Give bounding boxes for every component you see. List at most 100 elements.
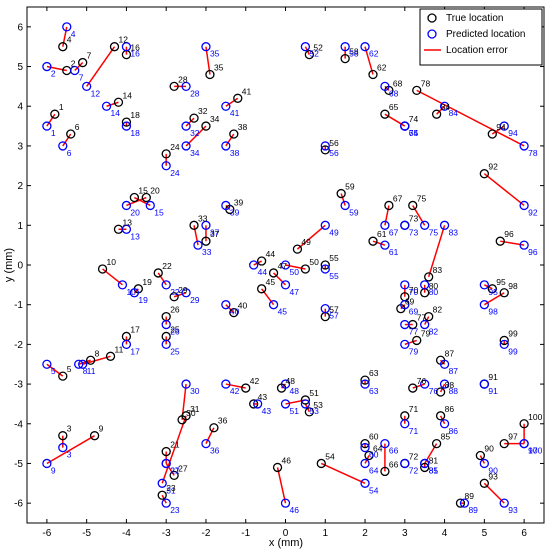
predicted-point bbox=[320, 304, 330, 314]
error-line bbox=[384, 205, 390, 226]
true-point bbox=[368, 69, 378, 80]
predicted-point bbox=[268, 300, 279, 310]
predicted-point-label: 38 bbox=[230, 148, 240, 158]
true-point bbox=[384, 200, 394, 211]
true-point-label: 77 bbox=[417, 313, 427, 323]
true-point bbox=[360, 438, 370, 449]
true-point bbox=[300, 395, 311, 405]
true-point-label: 26 bbox=[170, 305, 180, 315]
predicted-point bbox=[249, 260, 259, 270]
predicted-point bbox=[58, 442, 68, 453]
predicted-point-label: 87 bbox=[449, 366, 459, 376]
y-tick-label: -5 bbox=[14, 459, 23, 470]
true-point-label: 57 bbox=[329, 305, 339, 315]
predicted-point-label: 6 bbox=[67, 148, 72, 158]
true-point-label: 33 bbox=[198, 213, 208, 223]
true-point bbox=[85, 355, 96, 365]
predicted-point bbox=[201, 42, 211, 52]
error-line bbox=[193, 225, 199, 246]
true-point-label: 31 bbox=[190, 404, 200, 414]
predicted-point-label: 4 bbox=[71, 29, 76, 39]
predicted-point bbox=[300, 42, 311, 52]
error-line bbox=[320, 462, 366, 484]
predicted-point-label: 30 bbox=[190, 386, 200, 396]
error-line bbox=[225, 204, 231, 210]
true-point bbox=[320, 145, 330, 155]
true-point-label: 61 bbox=[377, 229, 387, 239]
x-tick-label: -5 bbox=[82, 528, 91, 539]
predicted-point-label: 34 bbox=[190, 148, 200, 158]
y-tick-label: 2 bbox=[17, 181, 23, 192]
predicted-point-label: 67 bbox=[389, 227, 399, 237]
true-point bbox=[241, 383, 251, 393]
true-point-label: 75 bbox=[417, 193, 427, 203]
true-point bbox=[121, 117, 132, 127]
predicted-point bbox=[42, 458, 52, 469]
predicted-point-label: 8 bbox=[83, 366, 88, 376]
predicted-point-label: 22 bbox=[170, 287, 180, 297]
error-line bbox=[161, 415, 187, 484]
error-line bbox=[416, 89, 525, 147]
true-point-label: 21 bbox=[170, 440, 180, 450]
predicted-point bbox=[280, 280, 291, 290]
true-point-label: 44 bbox=[266, 249, 276, 259]
true-point-label: 73 bbox=[409, 213, 419, 223]
true-point-label: 85 bbox=[441, 432, 451, 442]
predicted-point bbox=[400, 121, 410, 131]
predicted-point-label: 28 bbox=[190, 88, 200, 98]
true-point-label: 89 bbox=[464, 491, 474, 501]
true-point-label: 95 bbox=[496, 277, 506, 287]
predicted-point bbox=[121, 42, 132, 52]
true-point-label: 68 bbox=[393, 78, 403, 88]
predicted-point-label: 35 bbox=[210, 49, 220, 59]
true-point-label: 79 bbox=[421, 328, 431, 338]
predicted-point-label: 71 bbox=[409, 426, 419, 436]
predicted-point bbox=[221, 200, 231, 211]
predicted-point bbox=[42, 61, 52, 72]
predicted-point-label: 13 bbox=[130, 231, 140, 241]
true-point-label: 50 bbox=[309, 257, 319, 267]
true-point bbox=[209, 423, 219, 433]
true-point bbox=[412, 85, 422, 96]
predicted-point-label: 9 bbox=[51, 465, 56, 475]
true-point bbox=[109, 42, 120, 52]
predicted-point bbox=[181, 81, 191, 92]
predicted-point-label: 100 bbox=[528, 446, 542, 456]
true-point bbox=[380, 466, 390, 477]
true-point-label: 42 bbox=[250, 376, 260, 386]
y-tick-label: -3 bbox=[14, 380, 23, 391]
error-line bbox=[384, 85, 390, 91]
true-point-label: 74 bbox=[409, 114, 419, 124]
true-point-label: 99 bbox=[508, 328, 518, 338]
true-point bbox=[189, 220, 199, 230]
true-point-label: 91 bbox=[488, 372, 498, 382]
predicted-point bbox=[519, 141, 529, 151]
error-line bbox=[46, 113, 56, 127]
predicted-point bbox=[117, 280, 128, 290]
predicted-point-label: 69 bbox=[409, 307, 419, 317]
predicted-point-label: 60 bbox=[369, 450, 379, 460]
true-point bbox=[435, 411, 446, 421]
true-point-label: 1 bbox=[59, 102, 64, 112]
predicted-point bbox=[253, 399, 263, 409]
true-point bbox=[249, 399, 259, 409]
true-point bbox=[455, 498, 466, 508]
predicted-point-label: 18 bbox=[130, 128, 140, 138]
true-point bbox=[169, 470, 179, 481]
predicted-point-label: 89 bbox=[468, 505, 478, 515]
predicted-point-label: 82 bbox=[429, 327, 439, 337]
legend-true-marker bbox=[427, 13, 437, 23]
predicted-point bbox=[82, 81, 92, 92]
y-tick-label: 4 bbox=[17, 102, 23, 113]
error-line bbox=[404, 339, 417, 346]
error-line bbox=[205, 427, 215, 444]
predicted-point-label: 86 bbox=[449, 426, 459, 436]
predicted-point-label: 50 bbox=[290, 267, 300, 277]
x-axis-label: x (mm) bbox=[269, 537, 303, 549]
predicted-point-label: 97 bbox=[528, 446, 538, 456]
true-point-label: 67 bbox=[393, 193, 403, 203]
predicted-point bbox=[439, 101, 450, 111]
true-point-label: 43 bbox=[258, 392, 268, 402]
true-point-label: 37 bbox=[210, 229, 220, 239]
true-point bbox=[479, 169, 489, 179]
